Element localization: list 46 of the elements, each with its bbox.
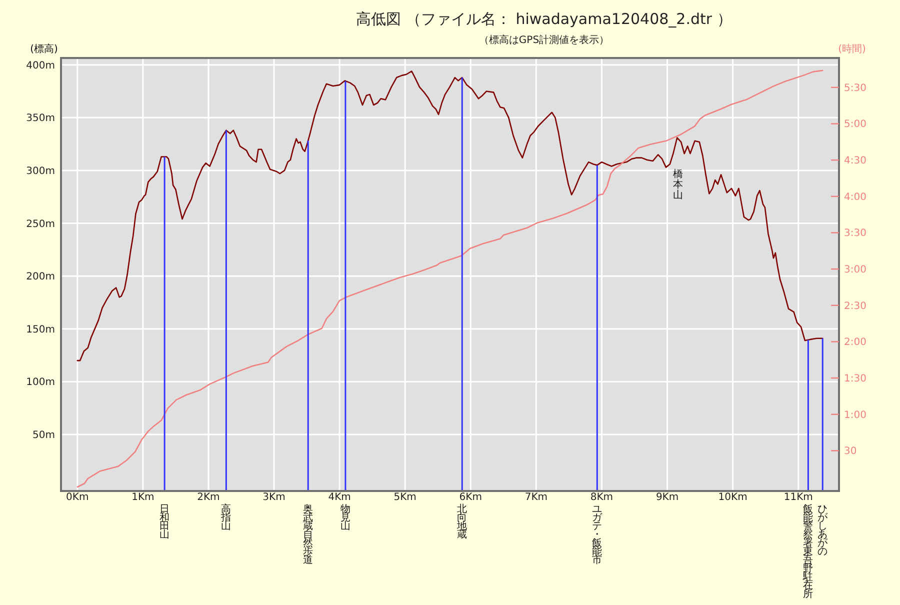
x-tick-label: 10Km [718, 492, 748, 503]
y2-tick-label: 5:00 [844, 119, 866, 130]
line-series [76, 70, 824, 362]
y2-tick-label: 4:30 [844, 156, 866, 167]
x-tick-label: 8Km [590, 492, 614, 503]
x-tick-label: 7Km [524, 492, 548, 503]
y2-tick-label: 3:00 [844, 264, 866, 276]
x-tick-label: 6Km [459, 492, 482, 503]
ref-line-label: 飯能警察署東吾野駐在所 [803, 504, 814, 600]
y-tick-label: 150m [26, 324, 55, 336]
y2-tick-label: 2:00 [844, 337, 866, 348]
line-series [76, 70, 824, 488]
x-tick-label: 4Km [328, 492, 351, 503]
ref-line-label: 物見山 [340, 504, 350, 532]
x-tick-label: 2Km [197, 492, 220, 503]
y-tick-label: 400m [26, 60, 55, 72]
x-tick-label: 9Km [656, 492, 679, 503]
y2-tick-label: 1:00 [844, 410, 866, 421]
y2-tick-label: 2:30 [844, 300, 866, 312]
y-axis-title: (標高) [30, 43, 58, 55]
y-tick-label: 250m [26, 218, 55, 230]
ref-line-label: 奥武蔵自然歩道 [303, 504, 314, 566]
x-tick-label: 5Km [394, 492, 416, 503]
x-tick-label: 1Km [132, 492, 154, 503]
y2-tick-label: 30 [844, 446, 857, 458]
ref-line-label: ユガテ・飯能市 [592, 504, 602, 566]
annotation: 橋本山 [673, 169, 683, 201]
ref-line-label: 日和田山 [160, 504, 170, 540]
x-tick-label: 3Km [262, 492, 286, 503]
y-tick-label: 200m [26, 272, 55, 283]
y-tick-label: 300m [26, 166, 55, 177]
x-tick-label: 0Km [66, 492, 89, 503]
y2-axis-title: (時間) [838, 43, 866, 55]
y-tick-label: 350m [26, 113, 55, 124]
y-tick-label: 100m [26, 377, 55, 388]
y2-tick-label: 4:00 [844, 192, 866, 203]
y-tick-label: 50m [32, 430, 55, 441]
chart-title: 高低図 （ファイル名： hiwadayama120408_2.dtr ） [356, 10, 732, 28]
ref-line-label: 北向地蔵 [457, 504, 468, 540]
chart-subtitle: （標高はGPS計測値を表示） [478, 34, 610, 46]
ref-line-label: 高指山 [221, 504, 232, 532]
y2-tick-label: 1:30 [844, 374, 866, 385]
y2-tick-label: 5:30 [844, 82, 866, 94]
ref-line-label: ひがしあがの [818, 504, 828, 558]
y2-tick-label: 3:30 [844, 228, 866, 240]
x-tick-label: 11Km [784, 492, 813, 503]
